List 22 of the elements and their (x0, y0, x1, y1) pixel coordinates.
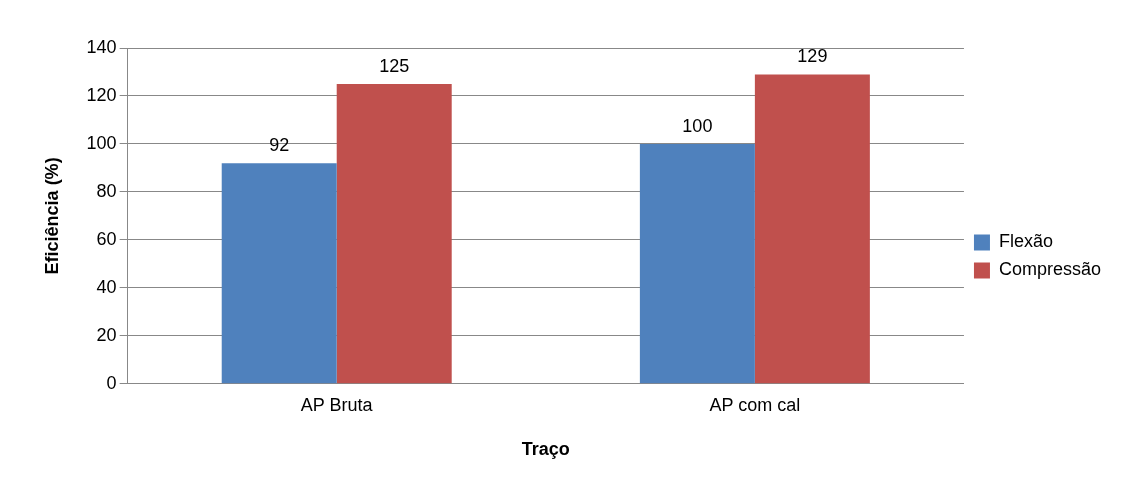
y-tick-label: 60 (96, 228, 117, 249)
bar (221, 163, 337, 384)
data-label: 100 (682, 115, 713, 136)
data-label: 129 (797, 46, 828, 67)
x-tick-label: AP Bruta (300, 394, 374, 415)
y-tick-label: 40 (96, 276, 117, 297)
y-axis-title: Eficiência (%) (41, 157, 62, 275)
y-tick-label: 120 (86, 84, 117, 105)
y-tick-label: 100 (86, 132, 117, 153)
y-tick-label: 20 (96, 324, 117, 345)
data-label: 125 (379, 55, 410, 76)
y-tick-label: 140 (86, 36, 117, 57)
y-tick-label: 0 (106, 372, 117, 393)
x-tick-label: AP com cal (709, 394, 801, 415)
x-axis-title: Traço (521, 439, 570, 460)
bar (336, 83, 452, 384)
legend-label: Compressão (998, 259, 1102, 280)
data-label: 92 (269, 135, 290, 156)
bar (754, 74, 870, 384)
bar (639, 143, 755, 384)
y-tick-label: 80 (96, 180, 117, 201)
legend-label: Flexão (998, 231, 1053, 252)
